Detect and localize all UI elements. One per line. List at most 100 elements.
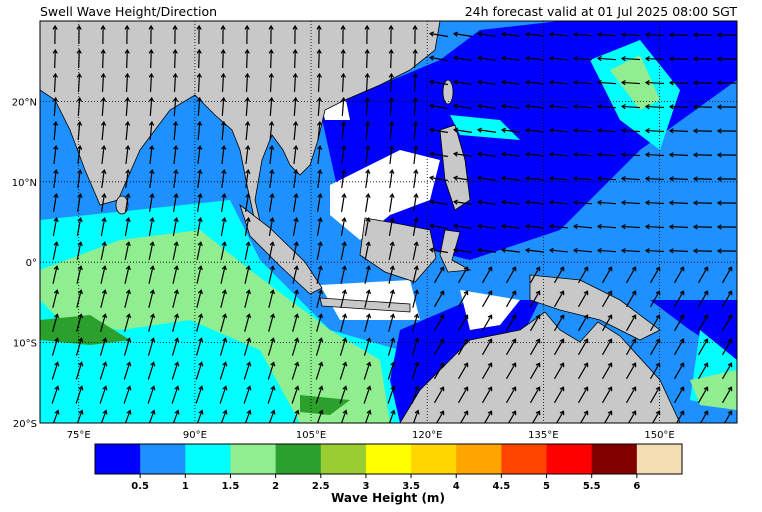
swell-arrow (76, 289, 84, 308)
swell-arrow (433, 338, 445, 356)
swell-arrow (100, 48, 106, 69)
swell-arrow (220, 48, 226, 69)
swell-arrow (429, 79, 448, 86)
colorbar-segment (185, 444, 231, 474)
swell-arrow (388, 120, 395, 141)
swell-arrow (244, 24, 250, 45)
swell-arrow (627, 410, 637, 423)
colorbar-tick-label: 1 (182, 481, 189, 492)
colorbar: 0.5 1 1.5 2 2.5 3 3.5 4 4.5 5 5.5 6 (94, 443, 683, 492)
swell-arrow (388, 313, 396, 332)
swell-arrow (697, 290, 709, 308)
swell-arrow (505, 338, 517, 356)
swell-arrow (500, 199, 521, 205)
swell-arrow (148, 72, 154, 93)
swell-arrow (269, 168, 275, 188)
swell-arrow (364, 193, 371, 212)
swell-arrow (75, 385, 84, 404)
swell-arrow (500, 151, 521, 157)
swell-arrow (75, 361, 84, 380)
swell-arrow (476, 31, 496, 37)
swell-arrow (524, 127, 545, 133)
swell-arrow (124, 72, 130, 93)
swell-arrow (548, 151, 569, 158)
swell-arrow (721, 266, 733, 284)
swell-arrow (673, 362, 685, 380)
swell-arrow (196, 24, 202, 45)
swell-arrow (692, 128, 713, 134)
swell-arrow (412, 48, 418, 69)
swell-arrow (268, 24, 274, 45)
swell-arrow (457, 362, 469, 380)
swell-arrow (529, 266, 541, 284)
swell-arrow (476, 175, 496, 181)
swell-arrow (220, 72, 226, 93)
swell-arrow (596, 175, 617, 182)
swell-arrow (148, 409, 156, 423)
colorbar-segment (411, 444, 457, 474)
swell-arrow (196, 289, 204, 308)
colorbar-segment (636, 444, 683, 474)
swell-arrow (148, 289, 156, 308)
swell-arrow (339, 385, 348, 404)
swell-arrow (723, 410, 733, 423)
swell-arrow (429, 55, 448, 62)
swell-arrow (124, 217, 131, 236)
swell-arrow (316, 289, 324, 308)
swell-arrow (173, 168, 179, 188)
swell-arrow (412, 241, 419, 260)
swell-arrow (243, 337, 252, 356)
colorbar-segment (501, 444, 548, 474)
colorbar-tick-label: 3 (362, 481, 369, 492)
swell-arrow (291, 361, 300, 380)
swell-arrow (100, 409, 108, 423)
swell-arrow (364, 120, 371, 141)
swell-arrow (52, 313, 60, 332)
swell-arrow (76, 265, 83, 284)
swell-arrow (692, 56, 713, 62)
swell-arrow (99, 337, 108, 356)
swell-arrow (505, 314, 517, 332)
swell-arrow (601, 386, 613, 404)
swell-arrow (500, 223, 521, 229)
swell-arrow (644, 248, 665, 254)
swell-arrow (524, 175, 545, 181)
swell-arrow (124, 48, 130, 69)
swell-arrow (77, 168, 83, 188)
swell-arrow (412, 24, 418, 45)
subtitle: 24h forecast valid at 01 Jul 2025 08:00 … (465, 4, 738, 19)
swell-arrow (433, 266, 445, 284)
colorbar-segment (95, 444, 141, 474)
swell-arrow (52, 24, 58, 45)
swell-arrow (125, 168, 131, 188)
swell-arrow (596, 127, 617, 134)
colorbar-segment (456, 444, 502, 474)
swell-arrow (572, 31, 593, 38)
swell-arrow (172, 289, 180, 308)
swell-arrow (412, 120, 419, 141)
swell-arrow (524, 223, 545, 229)
swell-arrow (340, 409, 348, 423)
swell-arrow (363, 361, 372, 380)
swell-arrow (244, 72, 250, 93)
swell-arrow (292, 289, 300, 308)
swell-arrow (481, 290, 493, 308)
swell-arrow (52, 120, 59, 141)
colorbar-segment (230, 444, 277, 474)
swell-arrow (644, 176, 665, 182)
swell-arrow (341, 144, 347, 165)
swell-arrow (433, 362, 445, 380)
swell-arrow (529, 314, 541, 332)
swell-arrow (553, 314, 565, 332)
swell-arrow (529, 362, 541, 380)
swell-arrow (172, 48, 178, 69)
lon-label: 90°E (183, 430, 207, 441)
swell-arrow (365, 168, 371, 188)
swell-arrow (76, 313, 84, 332)
swell-arrow (553, 362, 565, 380)
swell-arrow (620, 79, 641, 86)
swell-arrow (553, 290, 565, 308)
swell-arrow (452, 55, 472, 61)
swell-arrow (340, 120, 347, 141)
swell-arrow (644, 128, 665, 134)
